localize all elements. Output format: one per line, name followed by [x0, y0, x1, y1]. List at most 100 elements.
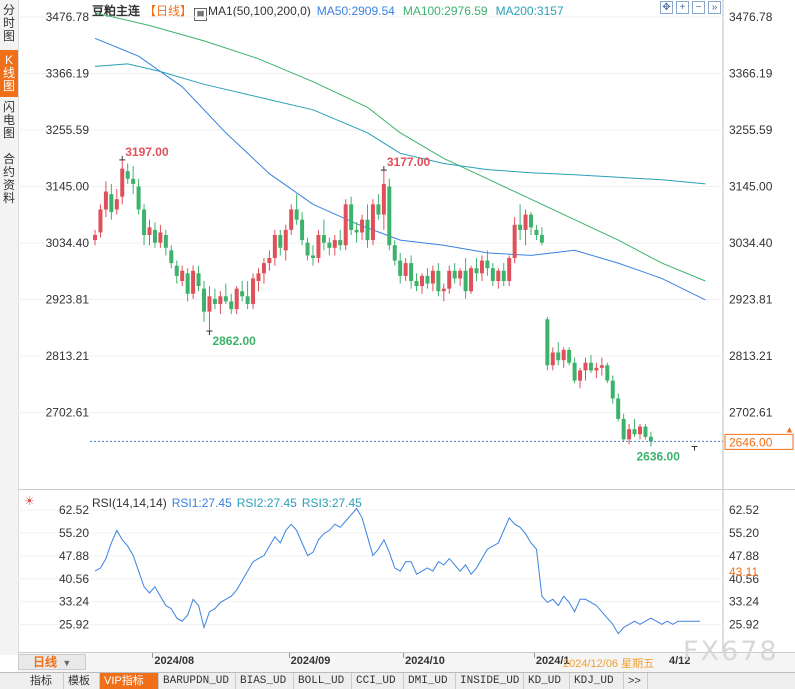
- candle: [272, 229, 277, 266]
- y-tick-label-right: 2923.81: [729, 292, 773, 306]
- candle-body: [240, 291, 245, 297]
- candle: [474, 257, 479, 281]
- x-tick-label: 2024/1: [535, 655, 570, 667]
- low-price-label: 2636.00: [637, 450, 681, 464]
- ma50-value: MA50:2909.54: [316, 4, 395, 18]
- candle: [550, 347, 555, 371]
- candle: [398, 252, 403, 284]
- x-tick-label: 2024/10: [405, 655, 445, 667]
- candle-body: [616, 398, 621, 419]
- candle-body: [523, 214, 528, 230]
- candle: [458, 268, 463, 287]
- candle: [338, 229, 343, 251]
- view-tabs: 分时图 K线图 闪电图 合约资料: [0, 0, 19, 655]
- toolbar-dmi[interactable]: DMI_UD: [404, 673, 456, 689]
- candle: [588, 355, 593, 373]
- scroll-right-icon[interactable]: »: [708, 1, 721, 14]
- toolbar-kdj[interactable]: KDJ_UD: [570, 673, 624, 689]
- candle-body: [572, 362, 577, 381]
- candle-body: [125, 171, 130, 179]
- candle-body: [229, 301, 234, 310]
- candle-body: [512, 224, 517, 258]
- rsi-chart[interactable]: 62.52 62.52 55.20 55.20 47.88 47.88 40.56 40.56…: [0, 490, 795, 652]
- candle-body: [300, 219, 305, 241]
- candle-body: [218, 296, 223, 304]
- zoom-out-icon[interactable]: −: [692, 1, 705, 14]
- toolbar-more[interactable]: >>: [624, 673, 648, 689]
- candle-body: [223, 296, 228, 302]
- candle: [158, 224, 163, 248]
- candle-body: [594, 367, 599, 371]
- tab-time-chart[interactable]: 分时图: [2, 3, 15, 43]
- candle-body: [578, 370, 583, 381]
- period-selector[interactable]: 日线 ▼: [18, 654, 86, 670]
- candle-body: [627, 429, 632, 440]
- indicator-settings-icon[interactable]: ☀: [24, 494, 35, 508]
- candle-body: [441, 288, 446, 292]
- toolbar-indicators[interactable]: 指标: [26, 673, 64, 689]
- fullscreen-icon[interactable]: ✥: [660, 1, 673, 14]
- candle-body: [550, 352, 555, 366]
- candle-body: [365, 219, 370, 241]
- candle: [583, 357, 588, 381]
- candle: [621, 413, 626, 442]
- toolbar-cci[interactable]: CCI_UD: [352, 673, 404, 689]
- ma-settings-icon[interactable]: ▦: [194, 8, 208, 21]
- tab-contract-info[interactable]: 合约资料: [2, 152, 15, 205]
- rsi2-value: RSI2:27.45: [236, 496, 297, 510]
- toolbar-boll[interactable]: BOLL_UD: [294, 673, 352, 689]
- rsi-tick-label-right: 47.88: [729, 549, 759, 563]
- ma200-value: MA200:3157: [495, 4, 564, 18]
- candle-body: [131, 178, 136, 184]
- candle-body: [534, 229, 539, 235]
- tab-flash-chart[interactable]: 闪电图: [2, 100, 15, 140]
- y-tick-label-right: 3145.00: [729, 179, 773, 193]
- x-tick-mark: [152, 653, 154, 658]
- candle-body: [360, 219, 365, 233]
- toolbar-kd[interactable]: KD_UD: [524, 673, 570, 689]
- toolbar-vip-indicators[interactable]: VIP指标: [100, 673, 159, 689]
- candle-body: [305, 242, 310, 256]
- toolbar-template[interactable]: 模板: [64, 673, 100, 689]
- candle: [403, 257, 408, 281]
- candle-body: [485, 260, 490, 269]
- candlestick-chart[interactable]: 3197.00 2862.00 3177.00 2636.00 3476.78 3476…: [0, 0, 795, 490]
- candle: [223, 283, 228, 304]
- candle-body: [518, 224, 523, 230]
- candle: [207, 286, 212, 332]
- candle: [561, 347, 566, 368]
- candle: [283, 224, 288, 261]
- candle-body: [311, 255, 315, 258]
- toolbar-barupdn[interactable]: BARUPDN_UD: [159, 673, 236, 689]
- candle: [354, 222, 359, 243]
- y-tick-label-left: 2702.61: [46, 405, 90, 419]
- period-label[interactable]: 【日线】: [144, 4, 193, 18]
- candle-body: [425, 275, 430, 284]
- rsi-current-label: 43.11: [729, 565, 758, 579]
- candle: [332, 235, 337, 256]
- candle: [523, 209, 528, 246]
- candle: [485, 250, 490, 276]
- toolbar-bias[interactable]: BIAS_UD: [236, 673, 294, 689]
- rsi-line: [94, 507, 700, 635]
- candle-body: [648, 436, 653, 442]
- candle: [414, 273, 419, 292]
- candle-body: [567, 349, 572, 363]
- candle: [180, 265, 185, 287]
- candle-body: [588, 362, 593, 371]
- candle-body: [294, 209, 299, 220]
- zoom-in-icon[interactable]: +: [676, 1, 689, 14]
- candle: [185, 268, 190, 302]
- candle: [191, 265, 196, 299]
- rsi-tick-label-left: 55.20: [59, 526, 89, 540]
- candle: [501, 263, 506, 287]
- candle-body: [174, 265, 179, 276]
- candle-body: [599, 365, 604, 368]
- candle: [572, 357, 577, 384]
- tab-kline-chart[interactable]: K线图: [0, 50, 18, 97]
- ma100-value: MA100:2976.59: [402, 4, 488, 18]
- candle-body: [496, 270, 501, 281]
- candle: [512, 217, 517, 264]
- toolbar-inside[interactable]: INSIDE_UD: [456, 673, 524, 689]
- candle-body: [98, 209, 103, 233]
